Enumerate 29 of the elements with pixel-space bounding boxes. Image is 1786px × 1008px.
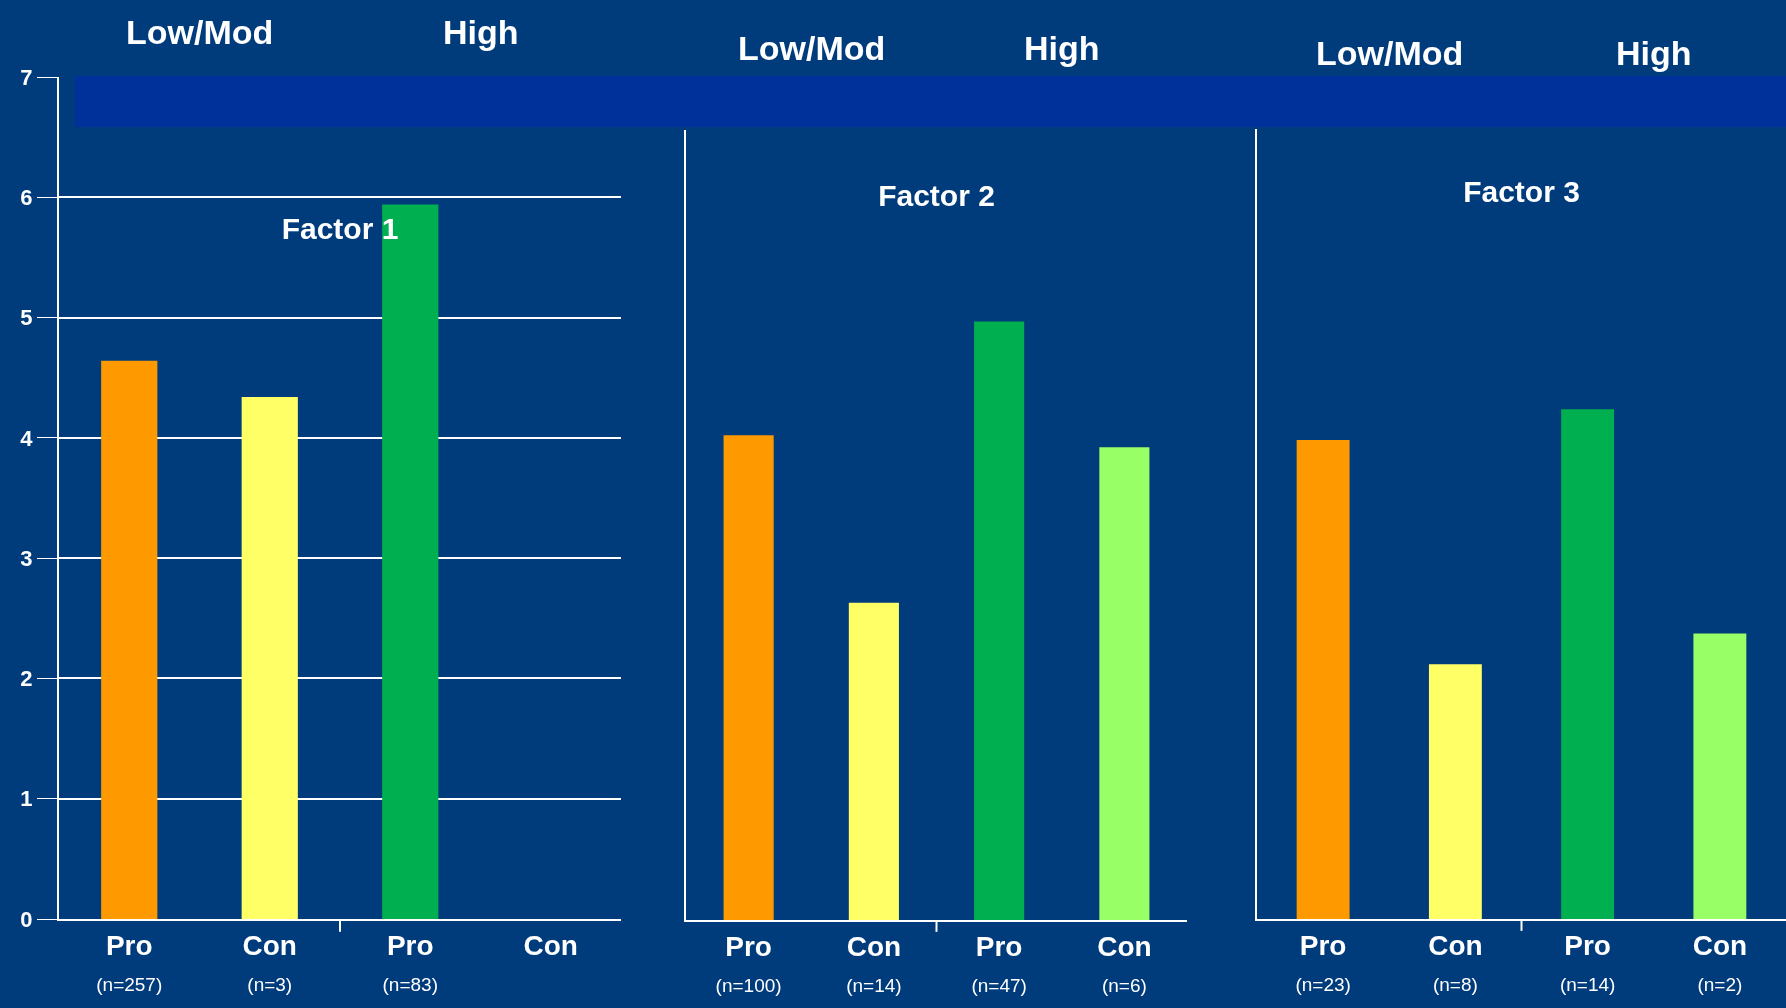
text: High — [443, 13, 519, 51]
text: High — [1024, 29, 1100, 67]
y-tick-label: 4 — [20, 425, 34, 451]
x-tick-label: Con (n=3) — [242, 929, 297, 995]
text: Low/Mod — [1316, 34, 1464, 72]
x-tick-label: Con — [523, 929, 578, 961]
y-tick-label: 6 — [20, 184, 33, 210]
x-tick-label: Pro (n=83) — [382, 929, 438, 995]
chart-title: Factor 2 — [878, 178, 995, 212]
x-tick-label: Con (n=8) — [1428, 929, 1483, 995]
text: Factor 1 — [281, 211, 399, 245]
x-tick-label: Pro (n=100) — [715, 930, 782, 996]
x-tick-label: Pro (n=47) — [971, 930, 1027, 996]
x-tick-label: Pro (n=14) — [1559, 929, 1616, 995]
y-tick-label: 5 — [20, 305, 33, 331]
y-tick-label: 2 — [20, 666, 33, 692]
y-tick-label: 7 — [20, 64, 33, 90]
x-tick-label: Con (n=2) — [1692, 929, 1748, 995]
chart-title: Factor 3 — [1463, 174, 1580, 208]
text: High — [1616, 34, 1692, 72]
y-tick-label: 0 — [20, 906, 33, 932]
text: Low/Mod — [738, 29, 886, 67]
x-tick-label: Pro (n=257) — [96, 929, 163, 995]
x-tick-label: Con (n=6) — [1097, 930, 1152, 996]
x-tick-label: Pro (n=23) — [1295, 929, 1351, 995]
text: Low/Mod — [126, 13, 274, 51]
x-tick-label: Con (n=14) — [846, 930, 902, 996]
y-tick-label: 1 — [20, 786, 33, 812]
y-tick-label: 3 — [20, 545, 33, 571]
